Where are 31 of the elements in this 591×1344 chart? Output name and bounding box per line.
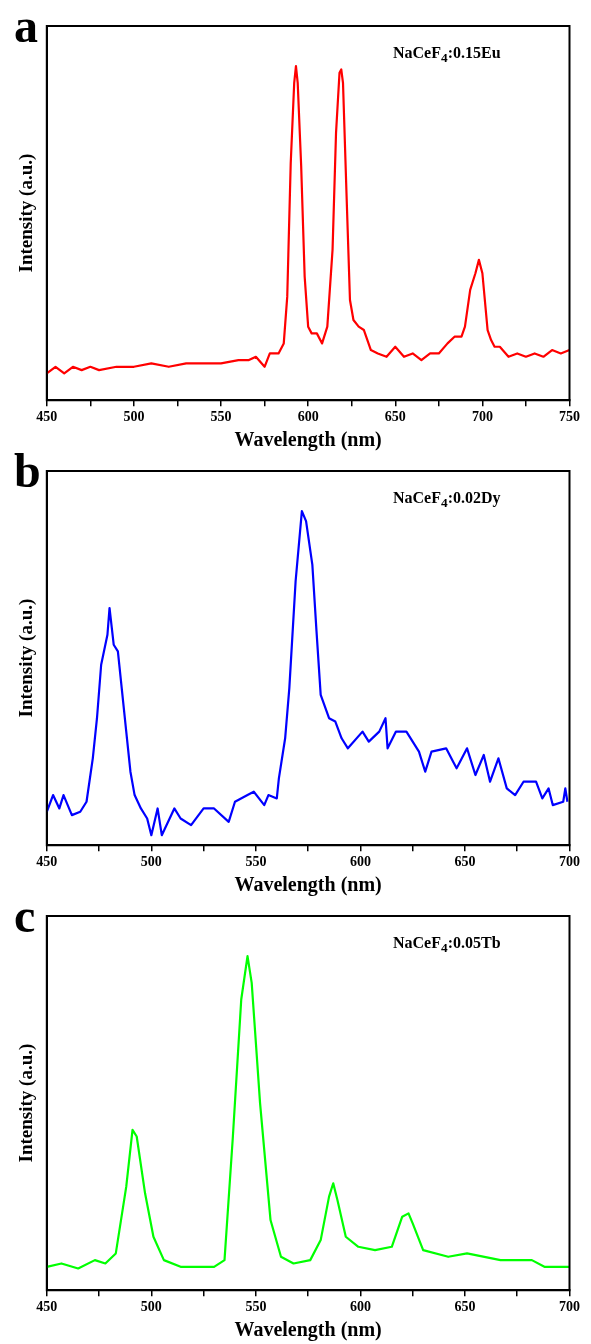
- x-tick-label: 450: [36, 854, 58, 870]
- x-tick-label: 650: [454, 854, 476, 870]
- text: NaCeF$_{4}$:0.02Dy: [393, 489, 501, 512]
- x-tick-label: 700: [471, 409, 493, 425]
- y-axis-title: Intensity (a.u.): [15, 153, 38, 273]
- y-axis-title: Intensity (a.u.): [15, 1043, 38, 1163]
- x-tick-label: 650: [454, 1299, 476, 1315]
- x-tick-label: 500: [123, 409, 145, 425]
- y-axis-title: Intensity (a.u.): [15, 598, 38, 718]
- x-tick-label: 450: [36, 1299, 58, 1315]
- x-tick-label: 700: [559, 854, 580, 870]
- x-axis-title: Wavelength (nm): [234, 1318, 382, 1342]
- x-tick-label: 500: [140, 854, 162, 870]
- x-axis-title: Wavelength (nm): [234, 428, 382, 452]
- x-tick-label: 550: [210, 409, 232, 425]
- chart-title: a: [14, 0, 38, 54]
- x-tick-label: 600: [349, 1299, 371, 1315]
- x-tick-label: 650: [384, 409, 406, 425]
- chart-title: c: [14, 888, 36, 944]
- x-tick-label: 750: [559, 409, 580, 425]
- x-axis-title: Wavelength (nm): [234, 873, 382, 897]
- text: NaCeF$_{4}$:0.05Tb: [393, 934, 501, 957]
- x-tick-label: 500: [140, 1299, 162, 1315]
- chart-title: b: [14, 443, 41, 499]
- x-tick-label: 600: [349, 854, 371, 870]
- x-tick-label: 550: [245, 854, 267, 870]
- x-tick-label: 550: [245, 1299, 267, 1315]
- x-tick-label: 600: [297, 409, 319, 425]
- text: NaCeF$_{4}$:0.15Eu: [393, 44, 501, 67]
- x-tick-label: 450: [36, 409, 58, 425]
- x-tick-label: 700: [559, 1299, 580, 1315]
